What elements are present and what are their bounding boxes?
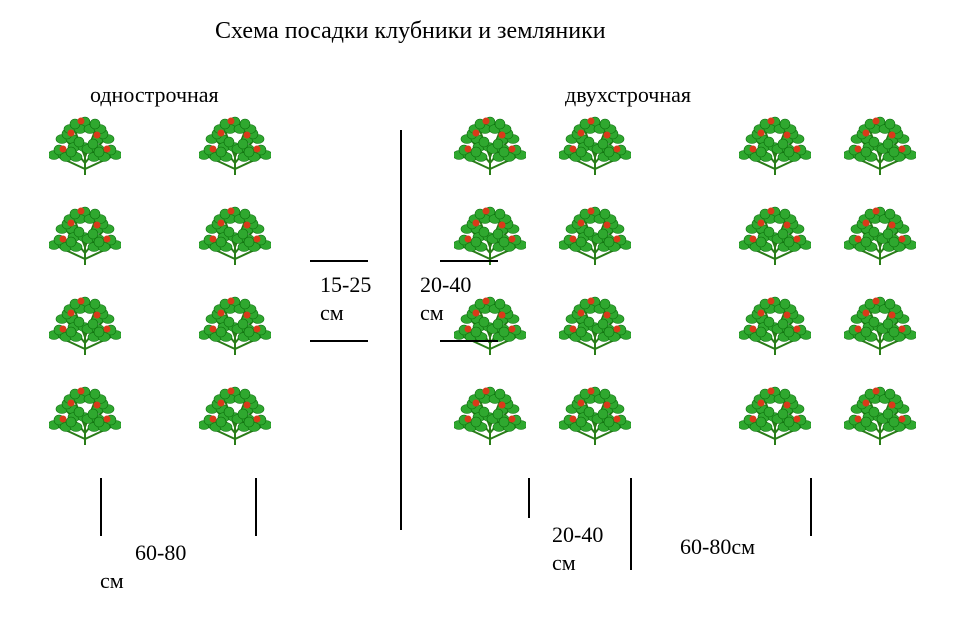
plant-right-r0-c3 <box>844 113 916 182</box>
plant-right-r3-c3 <box>844 383 916 452</box>
plant-left-r2-c1 <box>199 293 271 362</box>
left-gap-unit: см <box>320 300 344 326</box>
title: Схема посадки клубники и земляники <box>215 18 606 45</box>
plant-left-r3-c1 <box>199 383 271 452</box>
plant-right-r1-c1 <box>559 203 631 272</box>
plant-right-r0-c1 <box>559 113 631 182</box>
left-mid-top <box>310 260 368 262</box>
plant-right-r2-c1 <box>559 293 631 362</box>
right-wide: 60-80см <box>680 534 755 560</box>
right-b1 <box>528 478 530 518</box>
label-single: однострочная <box>90 82 219 108</box>
right-pair-unit: см <box>552 550 576 576</box>
right-pair-val: 20-40 <box>552 522 603 548</box>
plant-right-r3-c0 <box>454 383 526 452</box>
left-gap-val: 15-25 <box>320 272 371 298</box>
center-divider <box>400 130 402 530</box>
plant-left-r1-c0 <box>49 203 121 272</box>
plant-right-r2-c2 <box>739 293 811 362</box>
left-mid-bot <box>310 340 368 342</box>
plant-left-r2-c0 <box>49 293 121 362</box>
right-b3 <box>810 478 812 536</box>
right-mid-bot <box>440 340 498 342</box>
plant-right-r1-c3 <box>844 203 916 272</box>
right-b2 <box>630 478 632 570</box>
plant-right-r0-c0 <box>454 113 526 182</box>
plant-left-r1-c1 <box>199 203 271 272</box>
left-bottom-val: 60-80 <box>135 540 186 566</box>
left-b2 <box>255 478 257 536</box>
plant-right-r2-c0 <box>454 293 526 362</box>
plant-left-r0-c1 <box>199 113 271 182</box>
left-b1 <box>100 478 102 536</box>
plant-right-r3-c1 <box>559 383 631 452</box>
plant-right-r1-c2 <box>739 203 811 272</box>
left-bottom-unit: см <box>100 568 124 594</box>
right-mid-top <box>440 260 498 262</box>
plant-right-r3-c2 <box>739 383 811 452</box>
plant-right-r2-c3 <box>844 293 916 362</box>
plant-right-r0-c2 <box>739 113 811 182</box>
label-double: двухстрочная <box>565 82 691 108</box>
right-gap-unit: см <box>420 300 444 326</box>
plant-left-r3-c0 <box>49 383 121 452</box>
plant-left-r0-c0 <box>49 113 121 182</box>
